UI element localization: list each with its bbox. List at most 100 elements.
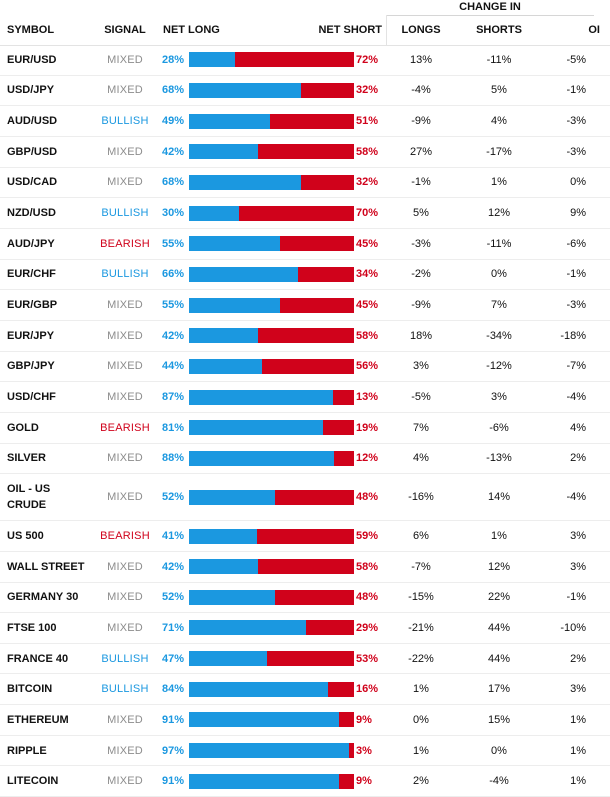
symbol-cell[interactable]: FRANCE 40	[7, 652, 69, 665]
signal-cell: MIXED	[107, 360, 143, 373]
symbol-cell[interactable]: GBP/USD	[7, 145, 58, 158]
table-row[interactable]: OIL - US CRUDE MIXED 52% 48% -16% 14% -4…	[0, 474, 610, 522]
net-short-fill	[266, 651, 354, 667]
table-row[interactable]: US 500 BEARISH 41% 59% 6% 1% 3%	[0, 521, 610, 552]
table-row[interactable]: EUR/USD MIXED 28% 72% 13% -11% -5%	[0, 45, 610, 76]
symbol-cell[interactable]: GBP/JPY	[7, 360, 55, 373]
sentiment-bar-cell	[189, 766, 354, 796]
shorts-change-cell: 0%	[491, 744, 507, 757]
symbol-cell[interactable]: BITCOIN	[7, 683, 53, 696]
longs-change-cell: -16%	[408, 491, 434, 504]
symbol-cell[interactable]: SILVER	[7, 452, 46, 465]
shorts-change-cell: 15%	[487, 713, 511, 726]
longs-change-cell: 7%	[413, 421, 429, 434]
sentiment-bar-cell	[189, 290, 354, 320]
sentiment-bar	[189, 528, 354, 544]
sentiment-bar	[189, 266, 354, 282]
sentiment-bar-cell	[189, 45, 354, 75]
table-row[interactable]: BITCOIN BULLISH 84% 16% 1% 17% 3%	[0, 674, 610, 706]
shorts-change-cell: 0%	[491, 268, 507, 281]
net-long-fill	[189, 743, 350, 759]
table-row[interactable]: EUR/JPY MIXED 42% 58% 18% -34% -18%	[0, 321, 610, 352]
symbol-cell[interactable]: FTSE 100	[7, 621, 57, 634]
longs-change-cell: -5%	[411, 391, 431, 404]
symbol-cell[interactable]: USD/CAD	[7, 176, 58, 189]
net-short-value: 32%	[356, 84, 379, 97]
shorts-header[interactable]: SHORTS	[476, 24, 522, 36]
symbol-cell[interactable]: NZD/USD	[7, 207, 56, 220]
symbol-cell[interactable]: AUD/JPY	[7, 237, 55, 250]
oi-change-cell: 1%	[570, 713, 586, 726]
net-short-value: 72%	[356, 53, 379, 66]
longs-header[interactable]: LONGS	[401, 24, 441, 36]
table-row[interactable]: GOLD BEARISH 81% 19% 7% -6% 4%	[0, 413, 610, 444]
net-short-value: 53%	[356, 652, 379, 665]
net-long-fill	[189, 450, 335, 466]
symbol-header[interactable]: SYMBOL	[7, 24, 55, 36]
net-short-fill	[279, 236, 354, 252]
change-in-header: CHANGE IN	[386, 0, 594, 16]
table-row[interactable]: LITECOIN MIXED 91% 9% 2% -4% 1%	[0, 766, 610, 797]
symbol-cell[interactable]: USD/JPY	[7, 84, 55, 97]
symbol-cell[interactable]: EUR/JPY	[7, 329, 55, 342]
symbol-cell[interactable]: USD/CHF	[7, 391, 56, 404]
symbol-cell[interactable]: LITECOIN	[7, 775, 59, 788]
sentiment-bar-cell	[189, 444, 354, 474]
oi-change-cell: 1%	[570, 744, 586, 757]
table-row[interactable]: EUR/CHF BULLISH 66% 34% -2% 0% -1%	[0, 260, 610, 291]
oi-change-cell: -1%	[566, 591, 586, 604]
net-long-fill	[189, 52, 236, 68]
table-row[interactable]: GERMANY 30 MIXED 52% 48% -15% 22% -1%	[0, 583, 610, 614]
longs-change-cell: 27%	[409, 145, 433, 158]
table-row[interactable]: WALL STREET MIXED 42% 58% -7% 12% 3%	[0, 552, 610, 583]
table-row[interactable]: GBP/USD MIXED 42% 58% 27% -17% -3%	[0, 137, 610, 168]
symbol-cell[interactable]: GOLD	[7, 421, 39, 434]
net-short-fill	[258, 328, 354, 344]
net-short-header[interactable]: NET SHORT	[318, 24, 382, 36]
symbol-cell[interactable]: EUR/CHF	[7, 268, 56, 281]
symbol-cell[interactable]: AUD/USD	[7, 115, 58, 128]
table-row[interactable]: EUR/GBP MIXED 55% 45% -9% 7% -3%	[0, 290, 610, 321]
table-row[interactable]: NZD/USD BULLISH 30% 70% 5% 12% 9%	[0, 198, 610, 229]
symbol-cell[interactable]: GERMANY 30	[7, 591, 79, 604]
sentiment-bar-cell	[189, 613, 354, 643]
table-row[interactable]: GBP/JPY MIXED 44% 56% 3% -12% -7%	[0, 352, 610, 383]
net-long-header[interactable]: NET LONG	[163, 24, 220, 36]
symbol-cell[interactable]: ETHEREUM	[7, 713, 69, 726]
net-short-value: 70%	[356, 207, 379, 220]
net-short-fill	[334, 450, 354, 466]
table-row[interactable]: RIPPLE MIXED 97% 3% 1% 0% 1%	[0, 736, 610, 767]
table-row[interactable]: FTSE 100 MIXED 71% 29% -21% 44% -10%	[0, 613, 610, 644]
net-short-value: 19%	[356, 421, 379, 434]
net-long-value: 97%	[161, 744, 184, 757]
sentiment-bar-cell	[189, 106, 354, 136]
table-row[interactable]: ETHEREUM MIXED 91% 9% 0% 15% 1%	[0, 705, 610, 736]
longs-change-cell: -22%	[408, 652, 434, 665]
table-row[interactable]: USD/CHF MIXED 87% 13% -5% 3% -4%	[0, 382, 610, 413]
sentiment-bar-cell	[189, 705, 354, 735]
table-row[interactable]: SILVER MIXED 88% 12% 4% -13% 2%	[0, 444, 610, 475]
table-row[interactable]: USD/CAD MIXED 68% 32% -1% 1% 0%	[0, 168, 610, 199]
oi-header[interactable]: OI	[588, 24, 600, 36]
symbol-cell[interactable]: US 500	[7, 530, 44, 543]
symbol-cell[interactable]: WALL STREET	[7, 560, 85, 573]
table-row[interactable]: FRANCE 40 BULLISH 47% 53% -22% 44% 2%	[0, 644, 610, 675]
symbol-cell[interactable]: RIPPLE	[7, 744, 47, 757]
sentiment-bar	[189, 144, 354, 160]
longs-change-cell: -4%	[411, 84, 431, 97]
table-row[interactable]: USD/JPY MIXED 68% 32% -4% 5% -1%	[0, 76, 610, 107]
shorts-change-cell: 1%	[491, 530, 507, 543]
longs-change-cell: 5%	[413, 207, 429, 220]
signal-cell: MIXED	[107, 713, 143, 726]
table-row[interactable]: AUD/USD BULLISH 49% 51% -9% 4% -3%	[0, 106, 610, 137]
table-row[interactable]: AUD/JPY BEARISH 55% 45% -3% -11% -6%	[0, 229, 610, 260]
sentiment-bar	[189, 450, 354, 466]
symbol-cell[interactable]: EUR/USD	[7, 53, 57, 66]
signal-header[interactable]: SIGNAL	[104, 24, 146, 36]
symbol-cell[interactable]: OIL - US CRUDE	[7, 483, 51, 512]
net-long-fill	[189, 712, 340, 728]
longs-change-cell: -9%	[411, 299, 431, 312]
oi-change-cell: -3%	[566, 299, 586, 312]
sentiment-bar	[189, 236, 354, 252]
symbol-cell[interactable]: EUR/GBP	[7, 299, 58, 312]
